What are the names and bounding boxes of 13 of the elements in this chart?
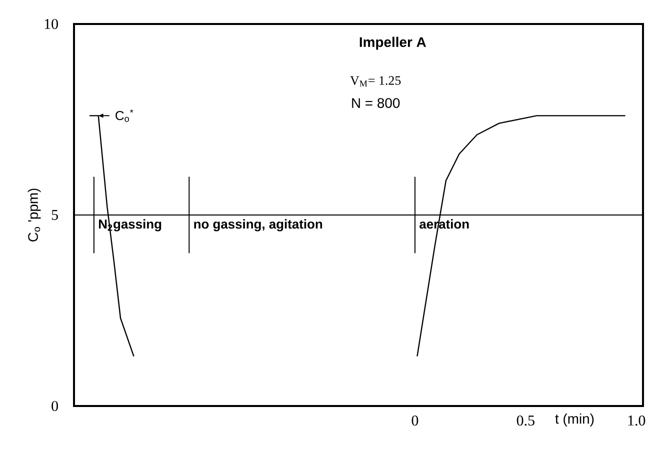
ref-line-label: no gassing, agitation [194,219,322,232]
x-tick-label: 1.0 [628,415,646,426]
y-tick-label: 5 [52,210,58,220]
annotation: N = 800 [352,98,400,108]
y-axis-title: C$_{o}$ 'ppm) [28,188,41,242]
annotation: V$_{M}$= 1.25 [350,76,401,87]
y-tick-label: 0 [52,400,58,412]
x-tick-label: 0.5 [516,415,534,426]
x-tick-label: 0 [412,415,418,426]
y-tick-label: 10 [44,18,58,30]
text: Impeller A [360,36,426,50]
annotation: C$_{o}$* [116,109,134,122]
x-axis-title: t (min) [555,413,594,426]
